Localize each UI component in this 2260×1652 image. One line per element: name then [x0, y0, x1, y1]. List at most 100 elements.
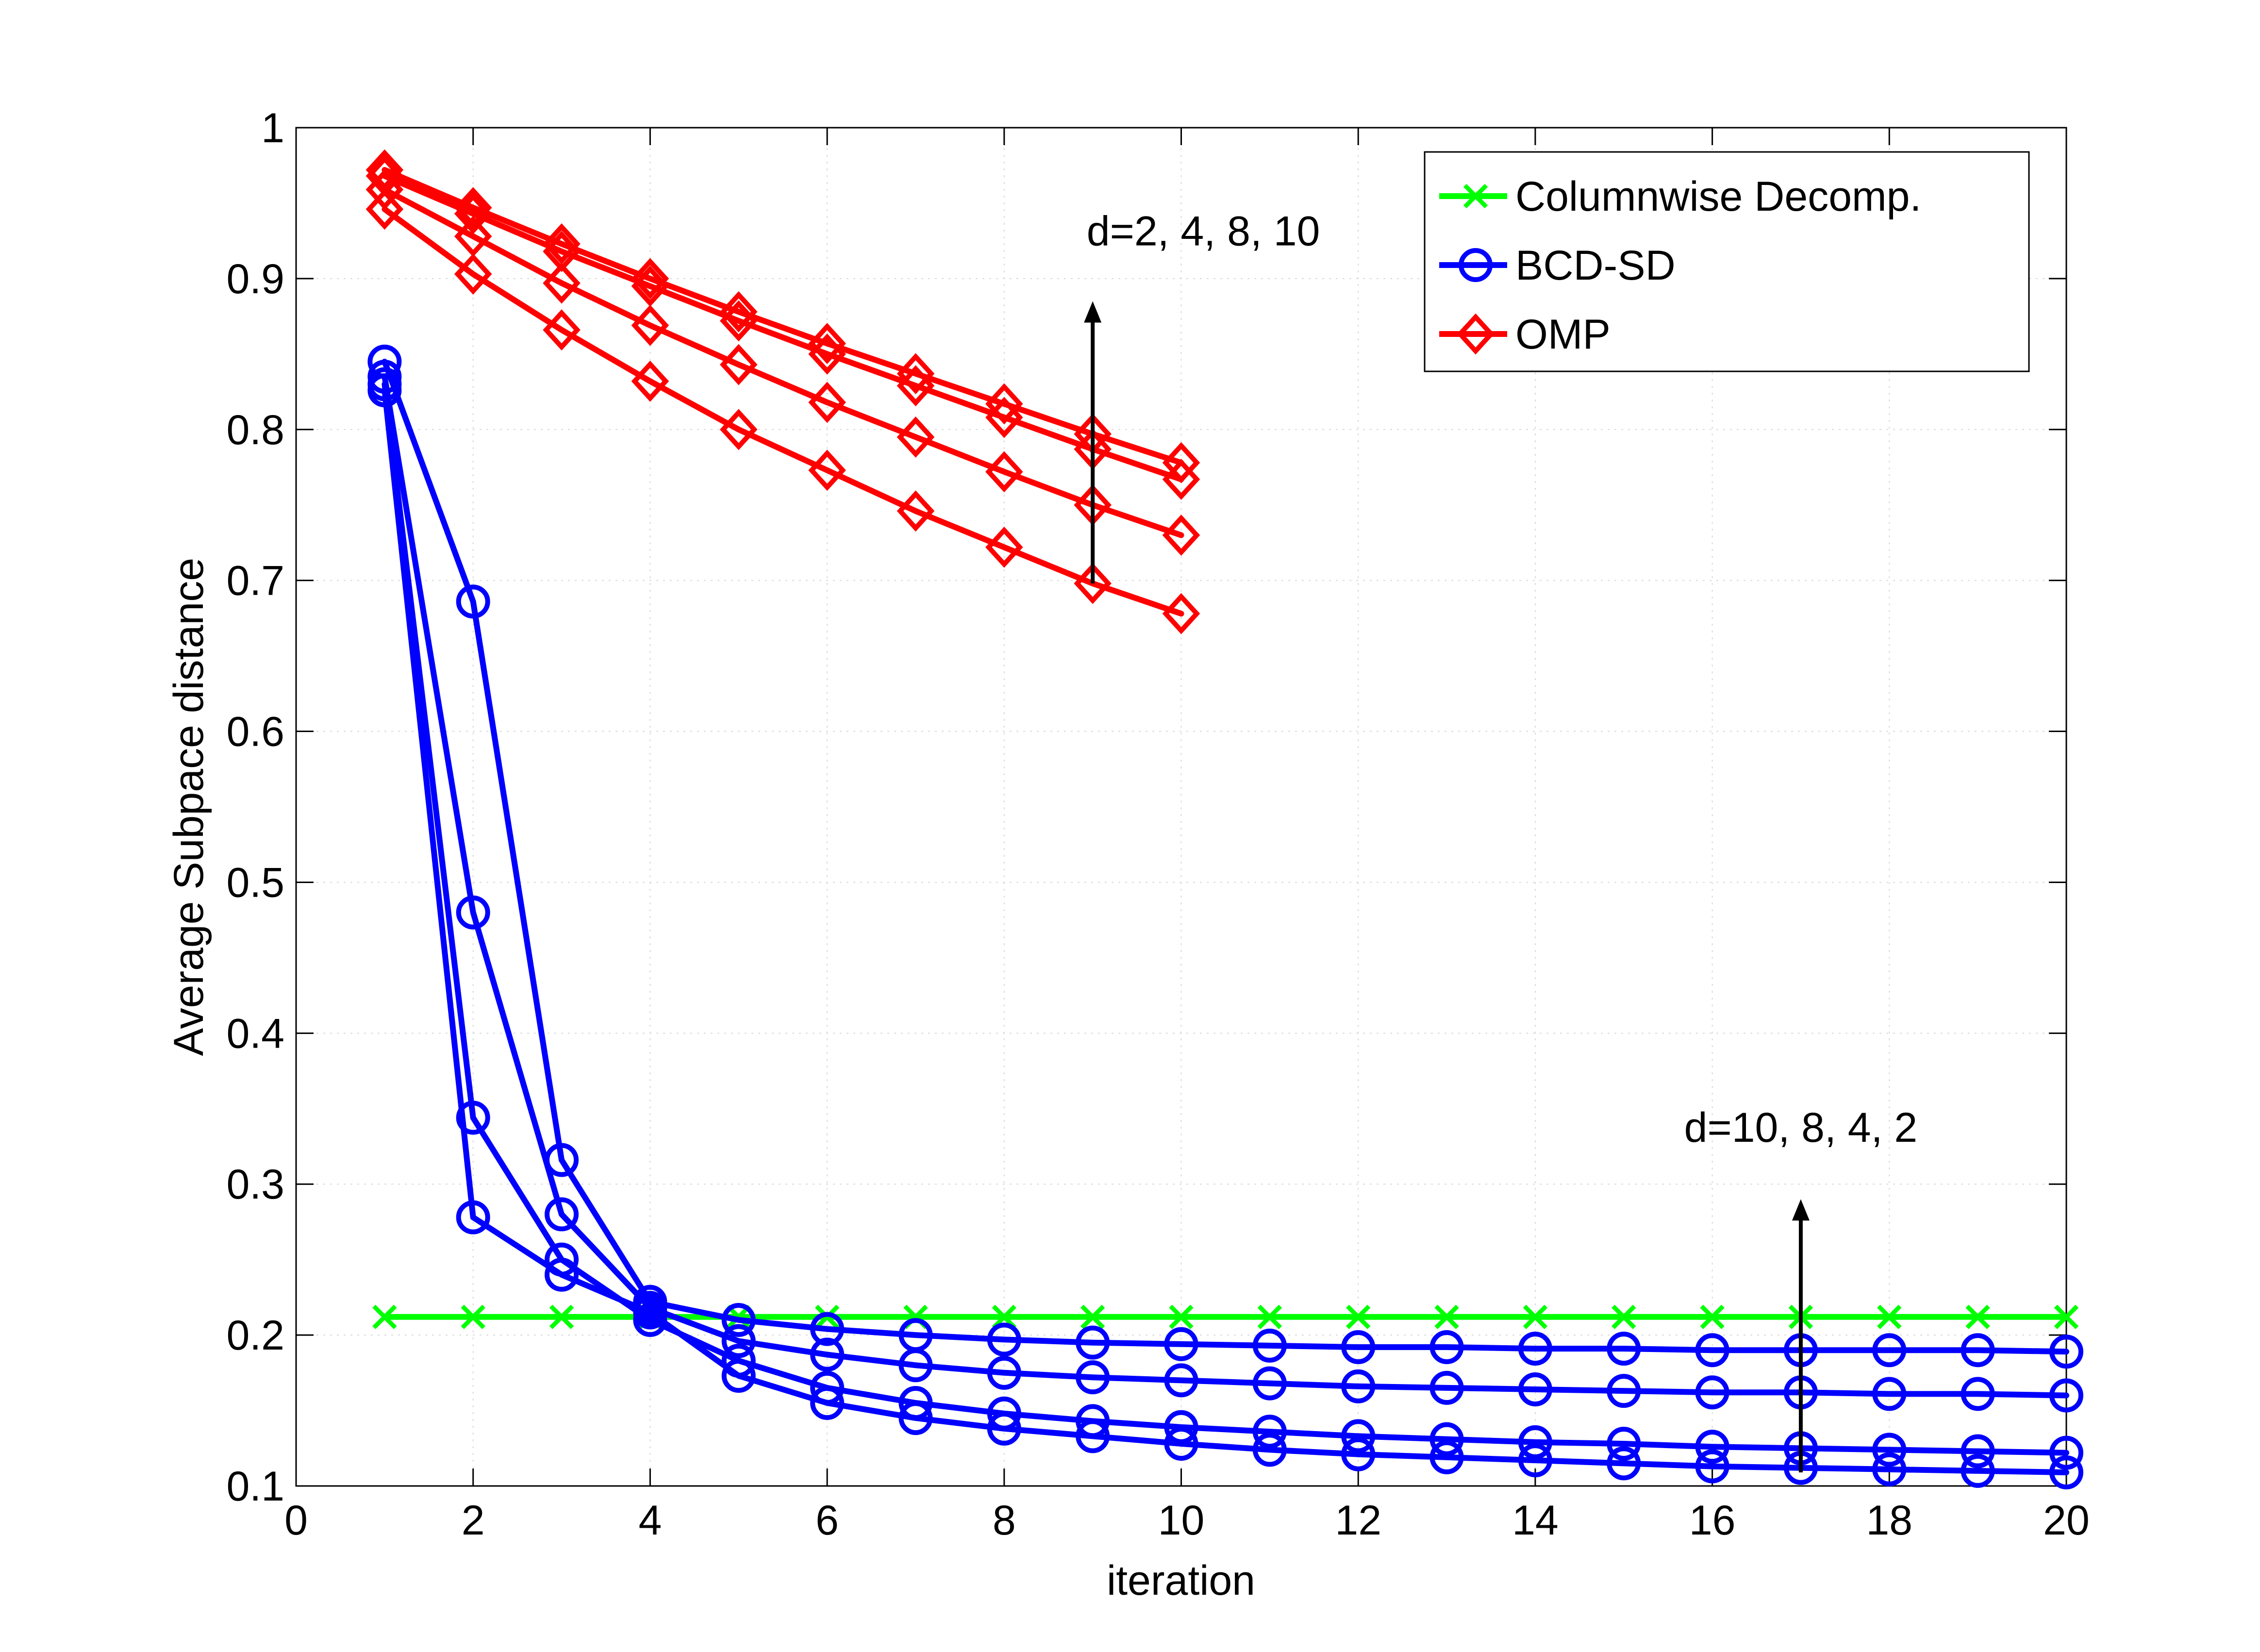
data-point-diamond: [1162, 593, 1200, 634]
data-point-circle: [2049, 1335, 2083, 1369]
data-point-diamond: [985, 451, 1023, 493]
data-point-circle: [721, 1303, 756, 1337]
data-point-circle: [1695, 1430, 1729, 1464]
data-point-diamond: [454, 253, 492, 295]
legend-label-bcd-sd: BCD-SD: [1515, 242, 1676, 289]
series-line-omp-d-8: [382, 173, 1184, 483]
x-tick-label: 4: [638, 1497, 662, 1544]
legend-marker-circle: [1459, 248, 1493, 282]
data-point-diamond: [543, 223, 581, 265]
x-tick-label: 6: [815, 1497, 839, 1544]
annotation-label: d=10, 8, 4, 2: [1684, 1104, 1918, 1151]
data-point-circle: [1252, 1328, 1287, 1363]
data-point-circle: [810, 1370, 845, 1405]
data-point-circle: [1076, 1360, 1110, 1395]
legend-label-columnwise: Columnwise Decomp.: [1515, 173, 1921, 220]
series-line-omp-d-10: [382, 167, 1184, 466]
annotation-label: d=2, 4, 8, 10: [1087, 208, 1320, 254]
legend-box: [1424, 151, 2030, 372]
data-point-circle: [545, 1197, 579, 1232]
legend-label-omp: OMP: [1515, 311, 1611, 358]
annotation-arrow-head: [1084, 301, 1102, 323]
data-point-x: [1523, 1304, 1548, 1329]
data-point-circle: [1341, 1369, 1376, 1403]
data-point-diamond: [719, 291, 758, 333]
data-point-circle: [1961, 1377, 1995, 1411]
y-tick-label: 0.3: [226, 1161, 284, 1208]
data-point-circle: [721, 1343, 756, 1378]
data-point-x: [1700, 1304, 1725, 1329]
series-bcd-sd-d-10: [367, 344, 2083, 1369]
data-point-circle: [898, 1386, 933, 1420]
data-point-diamond: [808, 382, 846, 423]
data-point-circle: [367, 344, 402, 379]
data-point-circle: [898, 1318, 933, 1352]
data-point-circle: [987, 1355, 1021, 1390]
legend-marker-x: [1463, 184, 1488, 209]
x-tick-label: 10: [1158, 1497, 1205, 1544]
data-point-circle: [1429, 1330, 1464, 1364]
data-point-circle: [1341, 1419, 1376, 1453]
y-tick-label: 0.8: [226, 407, 284, 453]
data-point-circle: [1252, 1366, 1287, 1401]
x-tick-label: 18: [1866, 1497, 1912, 1544]
data-point-circle: [1872, 1433, 1907, 1467]
legend-marker-diamond: [1457, 313, 1495, 355]
data-point-circle: [1872, 1333, 1907, 1368]
data-point-x: [814, 1304, 840, 1329]
data-point-diamond: [719, 344, 758, 385]
x-tick-label: 2: [462, 1497, 485, 1544]
data-point-circle: [1164, 1327, 1198, 1361]
y-axis-label: Average Subpace distance: [166, 558, 212, 1056]
data-point-diamond: [985, 383, 1023, 425]
data-point-circle: [1429, 1422, 1464, 1456]
data-point-circle: [1341, 1330, 1376, 1364]
data-point-diamond: [897, 416, 935, 458]
data-point-x: [2054, 1304, 2079, 1329]
data-point-circle: [1518, 1443, 1552, 1478]
data-point-x: [1877, 1304, 1902, 1329]
data-point-diamond: [631, 360, 669, 402]
data-point-diamond: [366, 149, 404, 191]
data-point-circle: [1695, 1449, 1729, 1484]
data-point-diamond: [454, 216, 492, 257]
series-columnwise-decomp: [372, 1304, 2079, 1329]
data-point-diamond: [454, 193, 492, 234]
data-point-circle: [1076, 1404, 1110, 1438]
data-point-circle: [456, 895, 490, 930]
series-line-omp-d-4: [382, 186, 1184, 538]
data-point-x: [1965, 1304, 1990, 1329]
data-point-circle: [1961, 1453, 1995, 1488]
data-point-circle: [1341, 1437, 1376, 1471]
data-point-diamond: [1162, 514, 1200, 556]
data-point-circle: [1518, 1372, 1552, 1407]
legend: Columnwise Decomp. BCD-SD OMP: [1424, 151, 2030, 372]
data-point-diamond: [366, 155, 404, 197]
data-point-diamond: [1162, 458, 1200, 500]
data-point-circle: [1164, 1363, 1198, 1398]
data-point-x: [992, 1304, 1016, 1329]
series-omp-d-2: [366, 188, 1200, 634]
data-point-diamond: [631, 258, 669, 300]
data-point-diamond: [897, 353, 935, 395]
data-point-circle: [810, 1337, 845, 1372]
data-point-circle: [1961, 1434, 1995, 1468]
data-point-circle: [1607, 1332, 1641, 1366]
y-tick-label: 0.9: [226, 256, 284, 302]
data-point-circle: [810, 1312, 845, 1346]
axis-ticks: 0 2 4 6 8 10 12 14 16 18 20 0.1 0.2 0.3 0.4 0.5 0.6 0.7 0.…: [226, 105, 2089, 1544]
legend-item-omp: OMP: [1439, 311, 1611, 358]
data-point-circle: [987, 1396, 1021, 1431]
data-point-circle: [1164, 1410, 1198, 1444]
data-point-circle: [721, 1324, 756, 1358]
data-point-diamond: [719, 409, 758, 451]
data-point-circle: [2049, 1378, 2083, 1413]
data-point-circle: [456, 584, 490, 619]
data-point-x: [549, 1304, 574, 1329]
x-axis-label: iteration: [1107, 1557, 1255, 1604]
data-point-circle: [2049, 1455, 2083, 1490]
y-tick-label: 0.5: [226, 859, 284, 906]
data-point-circle: [545, 1242, 579, 1277]
data-point-x: [1434, 1304, 1459, 1329]
